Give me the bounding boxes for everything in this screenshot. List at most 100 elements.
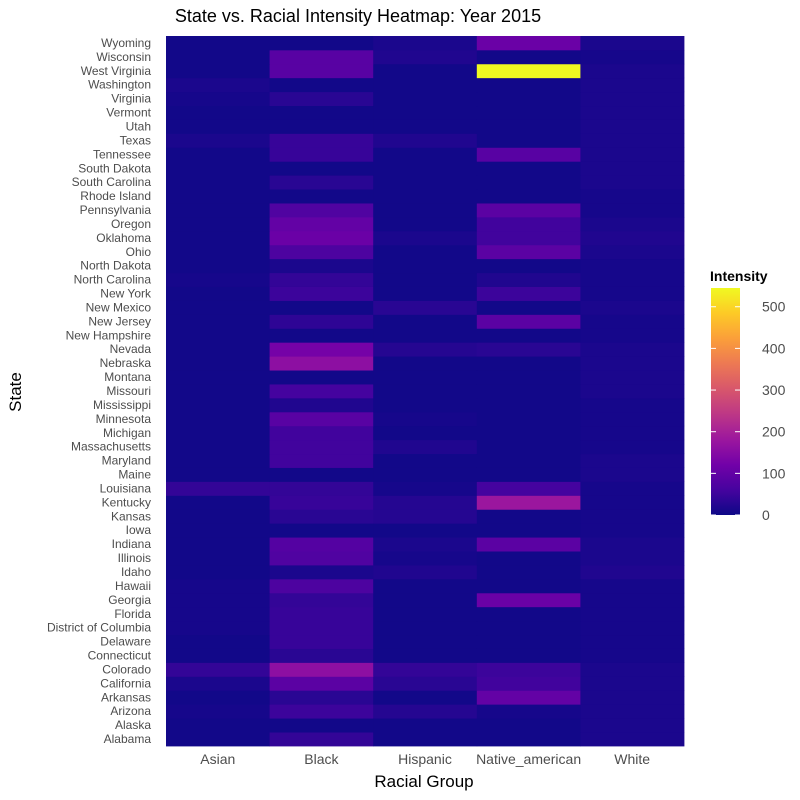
- heatmap-cell: [373, 704, 478, 719]
- heatmap-cell: [373, 230, 478, 246]
- heatmap-cell: [269, 690, 374, 705]
- heatmap-cell: [373, 467, 478, 482]
- heatmap-cell: [166, 634, 270, 649]
- heatmap-cell: [580, 272, 685, 287]
- heatmap-cell: [476, 690, 581, 705]
- heatmap-cell: [476, 425, 581, 441]
- heatmap-cell: [373, 189, 478, 204]
- heatmap-cell: [580, 63, 685, 79]
- heatmap-cell: [580, 328, 685, 343]
- heatmap-cell: [269, 370, 374, 385]
- y-tick-label: Wyoming: [101, 36, 151, 50]
- heatmap-cell: [580, 634, 685, 649]
- y-tick-label: North Dakota: [80, 259, 151, 273]
- heatmap-cell: [166, 606, 270, 622]
- heatmap-cell: [580, 467, 685, 482]
- y-tick-label: Florida: [114, 607, 151, 621]
- heatmap-cell: [166, 258, 270, 274]
- heatmap-cell: [373, 676, 478, 691]
- heatmap-cell: [476, 551, 581, 566]
- heatmap-cell: [269, 565, 374, 580]
- y-axis-title: State: [6, 372, 25, 412]
- heatmap-cell: [580, 662, 685, 677]
- heatmap-cell: [580, 36, 685, 51]
- heatmap-cell: [166, 300, 270, 315]
- heatmap-cell: [580, 537, 685, 552]
- y-tick-label: Vermont: [106, 106, 151, 120]
- heatmap-cell: [373, 565, 478, 580]
- heatmap-cell: [269, 300, 374, 315]
- y-tick-label: Rhode Island: [80, 189, 151, 203]
- heatmap-cell: [580, 565, 685, 580]
- heatmap-cell: [166, 272, 270, 287]
- heatmap-cell: [373, 63, 478, 79]
- legend-color-bar: [711, 288, 740, 515]
- heatmap-cell: [166, 230, 270, 246]
- heatmap-cell: [373, 537, 478, 552]
- heatmap-cell: [580, 258, 685, 274]
- heatmap-cell: [269, 216, 374, 232]
- heatmap-cell: [476, 606, 581, 622]
- heatmap-cell: [580, 453, 685, 468]
- heatmap-cell: [269, 49, 374, 65]
- heatmap-cell: [373, 662, 478, 677]
- x-axis-tick-labels: Asian Black Hispanic Native_american White: [200, 751, 650, 767]
- y-tick-label: Oregon: [111, 217, 151, 231]
- heatmap-cell: [580, 356, 685, 371]
- heatmap-cell: [580, 77, 685, 93]
- heatmap-cell: [476, 397, 581, 413]
- y-tick-label: Maine: [118, 468, 151, 482]
- heatmap-cell: [476, 578, 581, 594]
- heatmap-cell: [373, 495, 478, 510]
- heatmap-cell: [166, 147, 270, 162]
- heatmap-cell: [269, 411, 374, 427]
- heatmap-cell: [269, 286, 374, 301]
- heatmap-cell: [269, 119, 374, 134]
- heatmap-cell: [580, 203, 685, 218]
- heatmap-cell: [166, 690, 270, 705]
- heatmap-cell: [476, 91, 581, 107]
- heatmap-cell: [373, 551, 478, 566]
- y-tick-label: Mississippi: [93, 398, 151, 412]
- heatmap-cell: [269, 36, 374, 51]
- y-tick-label: Colorado: [102, 662, 151, 676]
- heatmap-cell: [580, 300, 685, 315]
- heatmap-cell: [373, 77, 478, 93]
- y-tick-label: Alabama: [104, 732, 152, 746]
- heatmap-cell: [373, 356, 478, 371]
- y-tick-label: Indiana: [112, 537, 152, 551]
- heatmap-cell: [373, 439, 478, 455]
- heatmap-cell: [269, 77, 374, 93]
- legend-tick-label: 200: [762, 424, 786, 440]
- heatmap-cell: [476, 119, 581, 134]
- heatmap-cell: [476, 189, 581, 204]
- heatmap-cell: [580, 620, 685, 636]
- heatmap-cell: [373, 453, 478, 468]
- heatmap-cell: [373, 328, 478, 343]
- heatmap-cell: [373, 272, 478, 287]
- heatmap-cell: [476, 314, 581, 329]
- heatmap-cell: [580, 690, 685, 705]
- heatmap-cell: [476, 133, 581, 148]
- heatmap-cell: [166, 467, 270, 482]
- heatmap-cell: [269, 592, 374, 608]
- y-tick-label: Massachusetts: [71, 440, 151, 454]
- heatmap-cell: [580, 133, 685, 148]
- heatmap-cell: [166, 662, 270, 677]
- y-tick-label: Missouri: [106, 384, 151, 398]
- heatmap-cell: [373, 648, 478, 663]
- heatmap-cell: [580, 509, 685, 524]
- heatmap-cell: [269, 397, 374, 413]
- y-tick-label: Michigan: [103, 426, 151, 440]
- heatmap-cell: [476, 620, 581, 636]
- x-tick-label: Hispanic: [398, 751, 452, 767]
- heatmap-cell: [476, 63, 581, 79]
- heatmap-cell: [269, 662, 374, 677]
- heatmap-cell: [476, 495, 581, 510]
- heatmap-cell: [269, 732, 374, 747]
- heatmap-cell: [166, 244, 270, 260]
- y-tick-label: South Dakota: [78, 161, 151, 175]
- heatmap-cell: [580, 481, 685, 496]
- heatmap-cell: [580, 147, 685, 162]
